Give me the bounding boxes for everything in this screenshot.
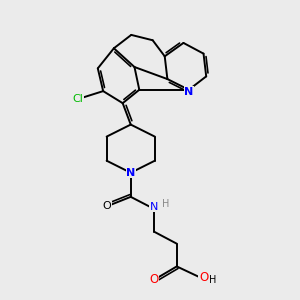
- Text: N: N: [184, 87, 194, 97]
- Text: H: H: [162, 199, 169, 209]
- Text: N: N: [150, 202, 158, 212]
- Text: N: N: [126, 168, 135, 178]
- Text: O: O: [103, 201, 112, 211]
- Text: Cl: Cl: [72, 94, 83, 104]
- Text: O: O: [199, 271, 208, 284]
- Text: O: O: [149, 273, 159, 286]
- Text: H: H: [209, 275, 217, 285]
